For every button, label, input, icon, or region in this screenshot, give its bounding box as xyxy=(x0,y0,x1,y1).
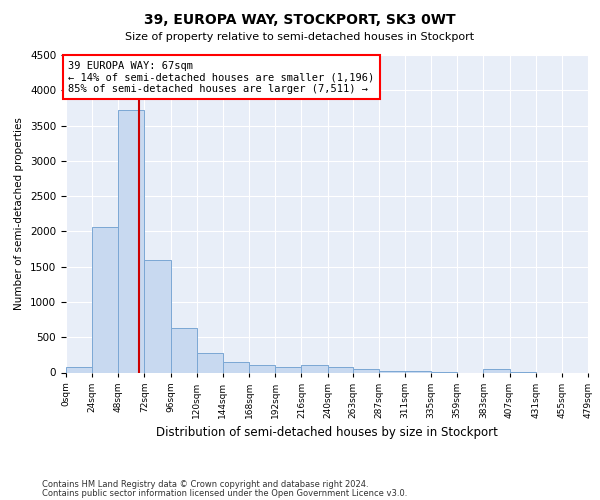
Y-axis label: Number of semi-detached properties: Number of semi-detached properties xyxy=(14,118,25,310)
Bar xyxy=(328,367,353,372)
Bar xyxy=(301,366,328,372)
Bar xyxy=(92,227,118,372)
Text: Size of property relative to semi-detached houses in Stockport: Size of property relative to semi-detach… xyxy=(125,32,475,42)
Text: 39 EUROPA WAY: 67sqm
← 14% of semi-detached houses are smaller (1,196)
85% of se: 39 EUROPA WAY: 67sqm ← 14% of semi-detac… xyxy=(68,60,374,94)
Bar xyxy=(353,370,379,372)
Text: 39, EUROPA WAY, STOCKPORT, SK3 0WT: 39, EUROPA WAY, STOCKPORT, SK3 0WT xyxy=(144,12,456,26)
Bar xyxy=(275,367,301,372)
Bar xyxy=(66,367,92,372)
Text: Contains HM Land Registry data © Crown copyright and database right 2024.: Contains HM Land Registry data © Crown c… xyxy=(42,480,368,489)
Bar xyxy=(197,352,223,372)
Bar xyxy=(484,369,509,372)
Bar xyxy=(118,110,145,372)
Bar xyxy=(170,328,197,372)
X-axis label: Distribution of semi-detached houses by size in Stockport: Distribution of semi-detached houses by … xyxy=(156,426,498,439)
Text: Contains public sector information licensed under the Open Government Licence v3: Contains public sector information licen… xyxy=(42,488,407,498)
Bar xyxy=(249,366,275,372)
Bar xyxy=(379,370,405,372)
Bar xyxy=(145,260,170,372)
Bar xyxy=(223,362,249,372)
